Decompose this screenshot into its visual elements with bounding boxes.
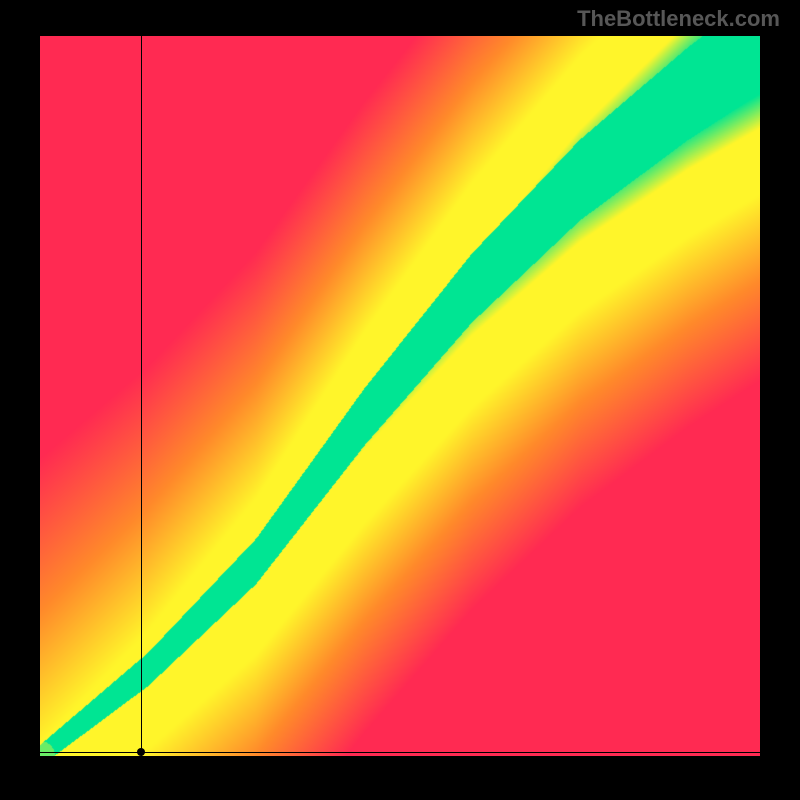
heatmap-canvas [40,36,760,756]
root: TheBottleneck.com [0,0,800,800]
crosshair-vertical [141,36,142,756]
watermark-text: TheBottleneck.com [577,6,780,32]
crosshair-horizontal [40,752,760,753]
crosshair-marker [137,748,145,756]
heatmap-chart [40,36,760,756]
